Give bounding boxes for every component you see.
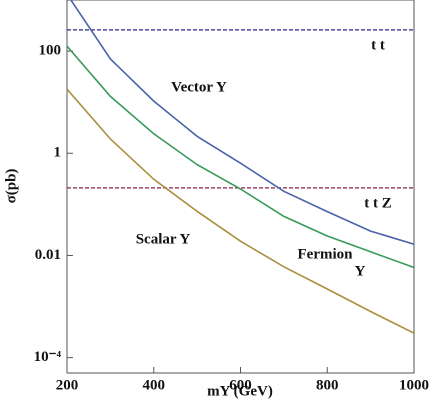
y-axis-label: σ(pb) (3, 169, 19, 204)
series-line (69, 0, 414, 245)
reference-label: t t (371, 37, 385, 53)
x-tick-label: 1000 (399, 377, 429, 393)
y-tick-label: 100 (39, 43, 62, 59)
reference-label: t t Z (364, 195, 392, 211)
x-tick-label: 600 (229, 377, 252, 393)
y-tick-label: 0.01 (35, 247, 61, 263)
x-tick-label: 800 (316, 377, 339, 393)
annotation: Scalar Y (136, 231, 191, 247)
x-tick-label: 200 (56, 377, 79, 393)
plot-area (67, 0, 414, 334)
x-axis-label: mY (GeV) (207, 383, 273, 399)
frame (66, 0, 415, 374)
x-tick-label: 400 (143, 377, 166, 393)
y-tick-label: 1 (54, 145, 62, 161)
series-line (67, 45, 414, 269)
y-tick-label: 10⁻⁴ (34, 349, 62, 365)
annotation: Vector Y (171, 79, 227, 95)
annotation: Fermion (298, 246, 354, 262)
series-line (67, 88, 414, 334)
annotation: Y (355, 263, 366, 279)
